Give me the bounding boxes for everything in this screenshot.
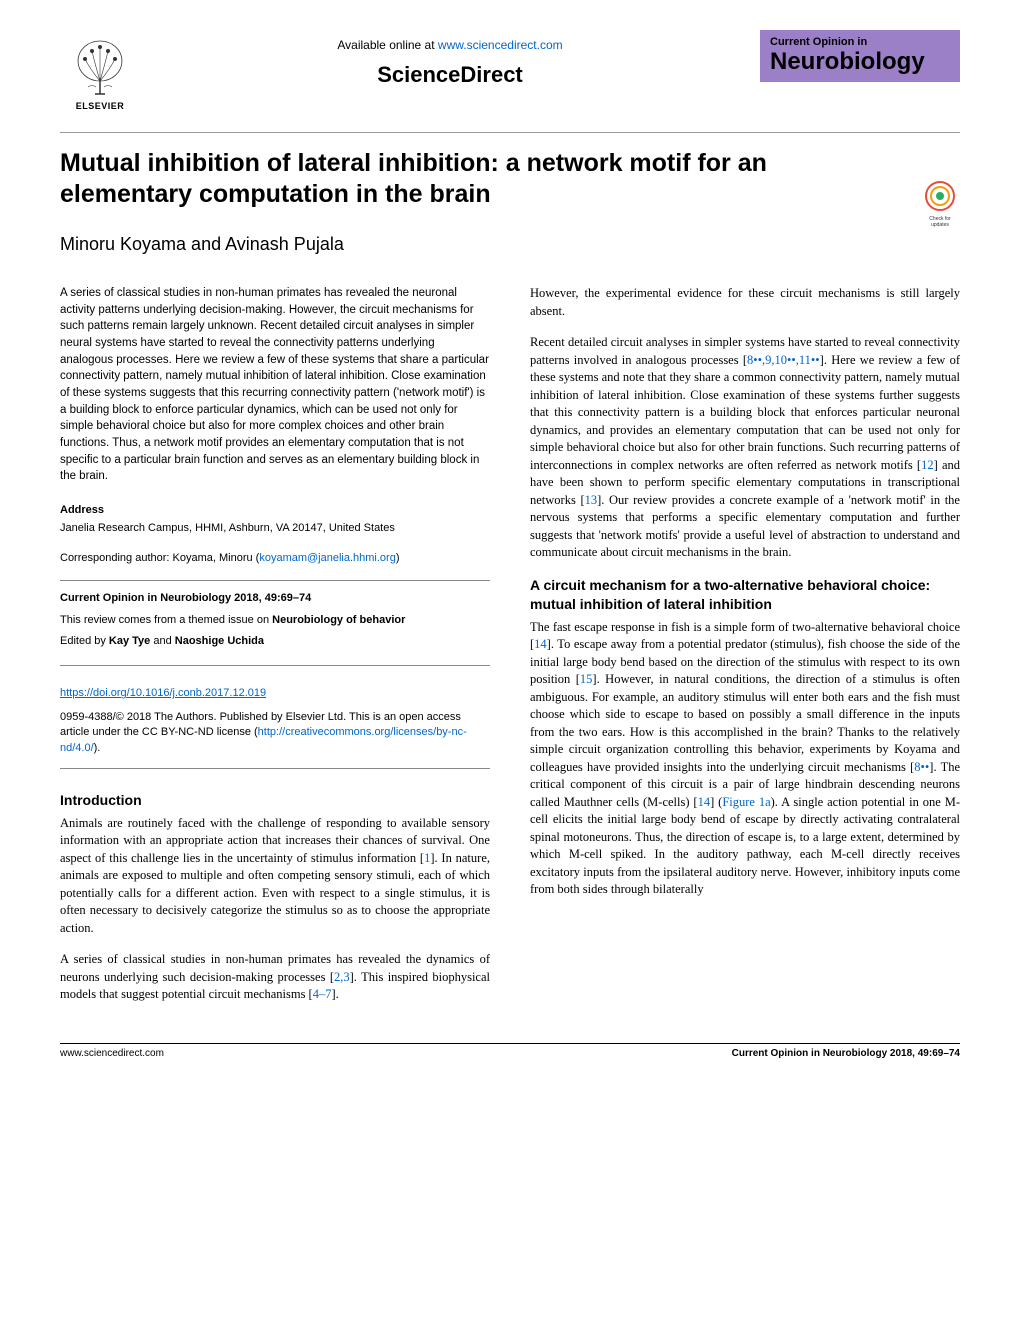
header-center: Available online at www.sciencedirect.co… [140,30,760,88]
available-online-text: Available online at www.sciencedirect.co… [140,38,760,52]
article-title: Mutual inhibition of lateral inhibition:… [60,148,900,211]
right-paragraph-1: However, the experimental evidence for t… [530,285,960,320]
address-heading: Address [60,503,490,518]
authors: Minoru Koyama and Avinash Pujala [60,234,960,255]
intro-paragraph-1: Animals are routinely faced with the cha… [60,815,490,938]
check-updates-icon[interactable]: Check for updates [920,178,960,228]
corresponding-author: Corresponding author: Koyama, Minoru (ko… [60,551,490,566]
svg-text:updates: updates [931,222,949,228]
citation-line: Current Opinion in Neurobiology 2018, 49… [60,591,490,606]
copyright-block: 0959-4388/© 2018 The Authors. Published … [60,710,490,769]
page-header: ELSEVIER Available online at www.science… [60,30,960,133]
right-column: However, the experimental evidence for t… [530,285,960,1018]
elsevier-logo: ELSEVIER [60,30,140,120]
title-row: Mutual inhibition of lateral inhibition:… [60,148,960,228]
editor1: Kay Tye [109,635,150,647]
footer-citation: Current Opinion in Neurobiology 2018, 49… [732,1048,960,1059]
sciencedirect-url-link[interactable]: www.sciencedirect.com [438,38,563,52]
journal-prefix: Current Opinion in [770,36,950,48]
address-text: Janelia Research Campus, HHMI, Ashburn, … [60,521,490,536]
elsevier-tree-icon [70,39,130,99]
introduction-heading: Introduction [60,791,490,811]
themed-title: Neurobiology of behavior [272,614,405,626]
intro-paragraph-2: A series of classical studies in non-hum… [60,951,490,1004]
journal-info-box: Current Opinion in Neurobiology 2018, 49… [60,580,490,666]
section2-heading: A circuit mechanism for a two-alternativ… [530,576,960,615]
themed-issue-line: This review comes from a themed issue on… [60,613,490,628]
available-prefix: Available online at [337,38,438,52]
abstract-text: A series of classical studies in non-hum… [60,285,490,485]
edited-by-line: Edited by Kay Tye and Naoshige Uchida [60,634,490,649]
themed-prefix: This review comes from a themed issue on [60,614,272,626]
corr-prefix: Corresponding author: Koyama, Minoru ( [60,552,259,564]
journal-title-box: Current Opinion in Neurobiology [760,30,960,82]
elsevier-text: ELSEVIER [76,101,125,111]
section2-paragraph-1: The fast escape response in fish is a si… [530,619,960,899]
corr-suffix: ) [396,552,400,564]
citation-text: Current Opinion in Neurobiology 2018, 49… [60,592,311,604]
left-column: A series of classical studies in non-hum… [60,285,490,1018]
right-paragraph-2: Recent detailed circuit analyses in simp… [530,334,960,562]
sciencedirect-brand: ScienceDirect [140,62,760,88]
footer-left: www.sciencedirect.com [60,1048,164,1059]
doi-link[interactable]: https://doi.org/10.1016/j.conb.2017.12.0… [60,686,490,701]
journal-name: Neurobiology [770,48,950,76]
editor-and: and [150,635,174,647]
editor2: Naoshige Uchida [175,635,264,647]
copyright-suffix: ). [94,742,101,754]
footer-right: Current Opinion in Neurobiology 2018, 49… [732,1048,960,1059]
page-footer: www.sciencedirect.com Current Opinion in… [60,1043,960,1059]
edited-prefix: Edited by [60,635,109,647]
two-column-body: A series of classical studies in non-hum… [60,285,960,1018]
corr-email-link[interactable]: koyamam@janelia.hhmi.org [259,552,396,564]
